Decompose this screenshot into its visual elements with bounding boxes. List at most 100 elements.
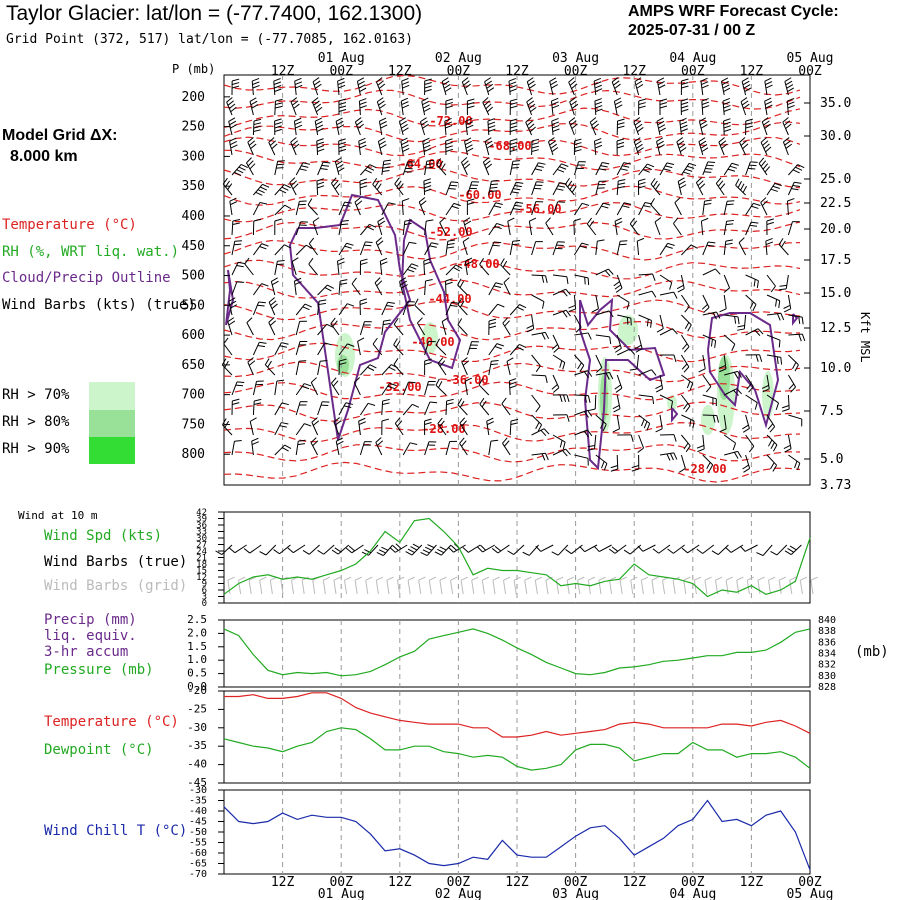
precip-y-tick-label: 1.0 — [187, 653, 207, 666]
cross-section-wind-barb-staff — [552, 448, 566, 456]
cross-section-wind-barb-flag — [279, 425, 287, 428]
cross-section-wind-barb-flag — [617, 122, 625, 125]
cross-section-wind-barb-flag — [250, 100, 258, 106]
cross-section-wind-barb-staff — [702, 414, 717, 417]
cross-section-wind-barb-flag — [437, 417, 443, 424]
cross-section-wind-barb-flag — [780, 357, 783, 365]
cross-section-wind-barb — [424, 279, 433, 296]
cross-section-wind-barb-flag — [514, 204, 522, 207]
cross-section-wind-barb-staff — [231, 381, 238, 396]
cross-section-wind-barb — [459, 417, 468, 436]
cross-section-wind-barb — [461, 77, 471, 96]
cross-section-wind-barb — [251, 77, 260, 96]
cross-section-wind-barb — [659, 98, 668, 116]
cross-section-wind-barb-flag — [571, 186, 577, 193]
cross-section-wind-barb — [423, 178, 432, 196]
cross-section-wind-barb-staff — [594, 394, 597, 410]
cross-section-wind-barb — [568, 77, 578, 96]
cross-section-wind-barb-staff — [593, 434, 597, 449]
cross-section-wind-barb-flag — [568, 77, 575, 83]
cross-section-wind-barb-flag — [335, 157, 342, 162]
cross-section-wind-barb-flag — [274, 218, 282, 222]
cross-section-wind-barb-flag — [401, 141, 409, 146]
cross-section-wind-barb-flag — [488, 322, 497, 325]
cross-section-wind-barb — [589, 117, 599, 136]
temperature-contour — [223, 239, 801, 261]
cross-section-wind-barb-staff — [549, 81, 554, 96]
cross-section-wind-barb-flag — [230, 304, 238, 309]
wind10-true-barb-flag — [422, 549, 430, 554]
wind10-grid-barb — [460, 576, 468, 595]
cross-section-wind-barb-staff — [595, 202, 604, 216]
cross-section-wind-barb — [573, 314, 582, 333]
cross-section-wind-barb-flag — [465, 144, 473, 149]
cross-section-wind-barb-flag — [424, 89, 432, 92]
cross-section-wind-barb-staff — [659, 414, 663, 429]
cross-section-wind-barb — [252, 202, 268, 216]
cross-section-wind-barb-flag — [784, 77, 792, 82]
legend-wind-barbs: Wind Barbs (kts) (true) — [2, 297, 196, 313]
cross-section-wind-barb-flag — [414, 298, 419, 306]
cross-section-wind-barb-flag — [423, 144, 431, 149]
cross-section-wind-barb-flag — [232, 218, 241, 222]
cross-section-wind-barb-staff — [681, 374, 693, 384]
cross-section-wind-barb-flag — [541, 275, 545, 283]
cross-section-wind-barb-flag — [613, 344, 621, 350]
cross-section-wind-barb-flag — [394, 417, 401, 424]
cross-section-wind-barb-flag — [701, 101, 710, 105]
height-tick-label: 22.5 — [820, 196, 851, 211]
cross-section-wind-barb-flag — [394, 177, 400, 185]
cross-section-wind-barb — [613, 274, 623, 293]
cross-section-wind-barb-flag — [444, 87, 452, 93]
cross-section-wind-barb-flag — [229, 300, 237, 306]
height-tick-label: 35.0 — [820, 96, 851, 111]
wind10-true-barb-flag — [608, 548, 616, 554]
cross-section-wind-barb — [445, 239, 456, 256]
cross-section-wind-barb — [502, 317, 511, 336]
cross-section-wind-barb-flag — [358, 141, 367, 146]
cross-section-wind-barb-staff — [445, 301, 453, 316]
wind10-true-barb-staff — [234, 544, 247, 554]
cross-section-wind-barb-flag — [609, 336, 612, 345]
cross-section-wind-barb-flag — [770, 462, 775, 470]
wind10-true-barb-flag — [494, 546, 502, 552]
bottom-date-label: 01 Aug — [318, 887, 365, 900]
cross-section-wind-barb — [509, 240, 521, 256]
cross-section-wind-barb-staff — [723, 294, 727, 309]
cross-section-wind-barb-flag — [658, 84, 666, 89]
temperature-contour-label: -28.00 — [422, 422, 465, 436]
cross-section-wind-barb-staff — [445, 203, 455, 216]
wind10-grid-barb — [577, 576, 585, 595]
height-tick-label: 12.5 — [820, 321, 851, 336]
wind10-grid-barb — [704, 576, 712, 595]
cross-section-wind-barb-flag — [732, 442, 737, 451]
cross-section-wind-barb-staff — [573, 220, 575, 236]
cross-section-wind-barb-staff — [274, 100, 276, 116]
cross-section-wind-barb-flag — [378, 83, 386, 89]
cross-section-wind-barb-flag — [289, 177, 296, 183]
cross-section-wind-barb-flag — [592, 123, 599, 129]
cross-section-wind-barb-staff — [723, 388, 737, 396]
cross-section-wind-barb-flag — [577, 362, 582, 370]
temperature-contour-label: -28.00 — [683, 462, 726, 476]
cross-section-wind-barb-flag — [605, 372, 610, 380]
cross-section-wind-barb-flag — [313, 100, 320, 106]
cross-section-wind-barb-staff — [787, 374, 797, 388]
cross-section-wind-barb — [680, 294, 690, 313]
cross-section-wind-barb-flag — [784, 448, 792, 453]
height-tick-label: 15.0 — [820, 286, 851, 301]
cross-section-wind-barb-flag — [324, 287, 332, 292]
cross-section-wind-barb-flag — [700, 120, 707, 126]
legend-rh90-swatch — [89, 437, 135, 464]
cross-section-wind-barb-flag — [657, 120, 665, 126]
wind10-grid-barb — [630, 576, 638, 595]
wind10-grid-barb-staff — [397, 580, 401, 595]
bottom-date-label: 02 Aug — [435, 887, 482, 900]
cross-section-wind-barb-staff — [488, 202, 497, 216]
cross-section-wind-barb-flag — [786, 84, 794, 89]
cross-section-wind-barb-flag — [292, 100, 299, 106]
cross-section-wind-barb — [393, 338, 404, 356]
cross-section-wind-barb-flag — [253, 218, 261, 222]
cross-section-wind-barb — [484, 77, 495, 96]
cross-section-wind-barb-staff — [573, 294, 577, 309]
